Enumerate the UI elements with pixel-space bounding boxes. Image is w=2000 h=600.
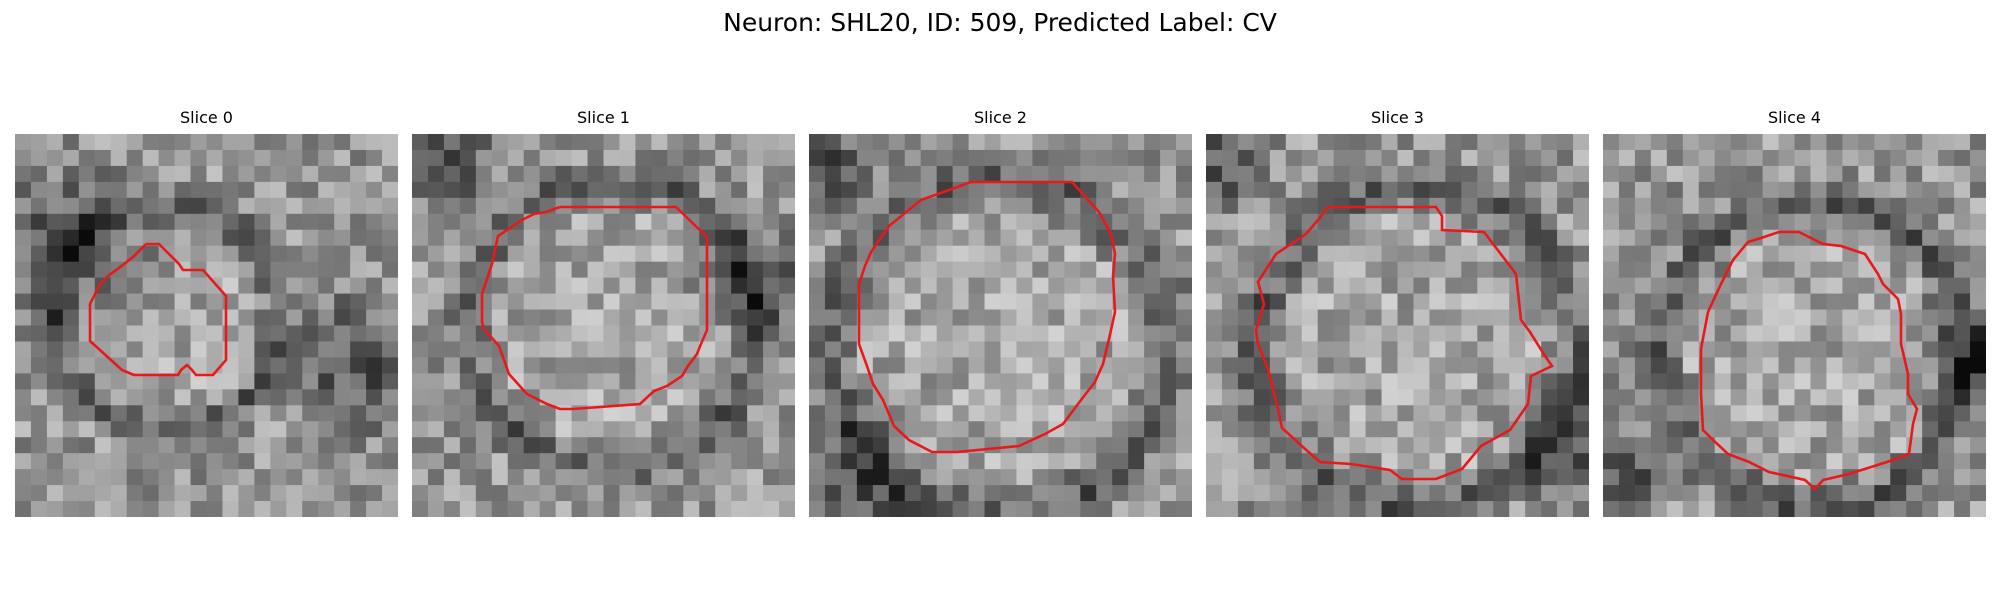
slice-svg-1 bbox=[412, 134, 795, 517]
slice-svg-0 bbox=[15, 134, 398, 517]
slice-title-4: Slice 4 bbox=[1768, 108, 1821, 127]
slice-image-4 bbox=[1603, 134, 1986, 517]
segmentation-contour bbox=[857, 180, 1117, 454]
slice-image-2 bbox=[809, 134, 1192, 517]
pixel-grid bbox=[15, 134, 398, 517]
slice-panel-0: Slice 0 bbox=[15, 108, 398, 518]
slice-title-1: Slice 1 bbox=[577, 108, 630, 127]
pixel-grid bbox=[1603, 134, 1986, 517]
slice-title-0: Slice 0 bbox=[180, 108, 233, 127]
pixel-grid bbox=[809, 134, 1192, 517]
pixel-grid bbox=[412, 134, 795, 517]
figure-title: Neuron: SHL20, ID: 509, Predicted Label:… bbox=[723, 8, 1277, 37]
slice-panel-4: Slice 4 bbox=[1603, 108, 1986, 518]
slice-title-2: Slice 2 bbox=[974, 108, 1027, 127]
slice-image-1 bbox=[412, 134, 795, 517]
segmentation-contour bbox=[88, 242, 228, 377]
slice-panel-2: Slice 2 bbox=[809, 108, 1192, 518]
slice-image-0 bbox=[15, 134, 398, 517]
segmentation-contour bbox=[1254, 205, 1554, 481]
slice-svg-3 bbox=[1206, 134, 1589, 517]
segmentation-contour bbox=[480, 205, 709, 411]
segmentation-contour bbox=[1699, 230, 1919, 491]
slice-panel-1: Slice 1 bbox=[412, 108, 795, 518]
pixel-grid bbox=[1206, 134, 1589, 517]
slice-title-3: Slice 3 bbox=[1371, 108, 1424, 127]
slice-svg-4 bbox=[1603, 134, 1986, 517]
slice-panel-3: Slice 3 bbox=[1206, 108, 1589, 518]
slice-image-3 bbox=[1206, 134, 1589, 517]
slice-svg-2 bbox=[809, 134, 1192, 517]
